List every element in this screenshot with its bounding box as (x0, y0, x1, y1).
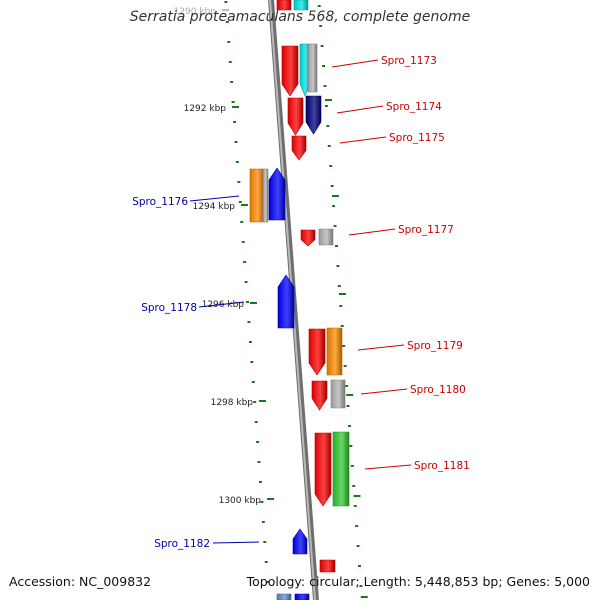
gene-label: Spro_1174 (386, 101, 442, 113)
gene-label: Spro_1177 (398, 224, 454, 236)
gene-arrow (276, 593, 292, 600)
gene-label-leader (198, 301, 245, 308)
accession-text: Accession: NC_009832 (9, 574, 152, 589)
gene-label: Spro_1178 (141, 302, 197, 314)
gene-arrow (281, 45, 299, 97)
gene-arrow (268, 167, 286, 221)
gene-label-leader (364, 464, 412, 470)
gene-label-leader (212, 541, 260, 544)
gene-label: Spro_1173 (381, 55, 437, 67)
gene-arrow (311, 380, 328, 411)
gene-arrow (308, 328, 326, 376)
gene-arrow (262, 168, 269, 223)
gene-arrow (300, 229, 316, 247)
gene-arrow (294, 593, 310, 600)
gene-label-leader (348, 228, 396, 236)
gene-arrow (249, 168, 265, 223)
gene-label: Spro_1175 (389, 132, 445, 144)
ruler-label: 1298 kbp (211, 398, 254, 408)
ruler-label: 1294 kbp (193, 202, 236, 212)
gene-arrow (307, 43, 318, 93)
genome-summary-text: Topology: circular; Length: 5,448,853 bp… (246, 574, 590, 589)
gene-label: Spro_1180 (410, 384, 466, 396)
ruler-label: 1300 kbp (219, 496, 262, 506)
gene-arrow (287, 97, 304, 136)
gene-arrow (330, 379, 346, 409)
gene-label-leader (357, 344, 405, 351)
gene-arrow (314, 432, 332, 507)
gene-arrow (292, 528, 308, 555)
gene-label: Spro_1181 (414, 460, 470, 472)
gene-label-leader (331, 59, 379, 68)
gene-label-leader (360, 388, 408, 395)
gene-arrow (305, 95, 322, 135)
gene-label-leader (336, 105, 384, 114)
gene-arrow (276, 0, 292, 11)
ruler-label: 1290 kbp (174, 7, 217, 17)
gene-arrow (293, 0, 309, 11)
ruler-label: 1292 kbp (184, 104, 227, 114)
genome-title: Serratia proteamaculans 568, complete ge… (129, 9, 471, 25)
gene-arrow (319, 559, 336, 573)
gene-label-leader (339, 136, 387, 144)
gene-label: Spro_1179 (407, 340, 463, 352)
gene-arrow (326, 327, 343, 376)
gene-label-leader (189, 195, 240, 202)
gene-arrow (291, 135, 307, 161)
gene-arrow (277, 274, 295, 329)
gene-label: Spro_1176 (132, 196, 188, 208)
ruler-label: 1296 kbp (202, 300, 245, 310)
gene-arrow (332, 431, 350, 507)
gene-label: Spro_1182 (154, 538, 210, 550)
gene-arrow (318, 228, 334, 246)
